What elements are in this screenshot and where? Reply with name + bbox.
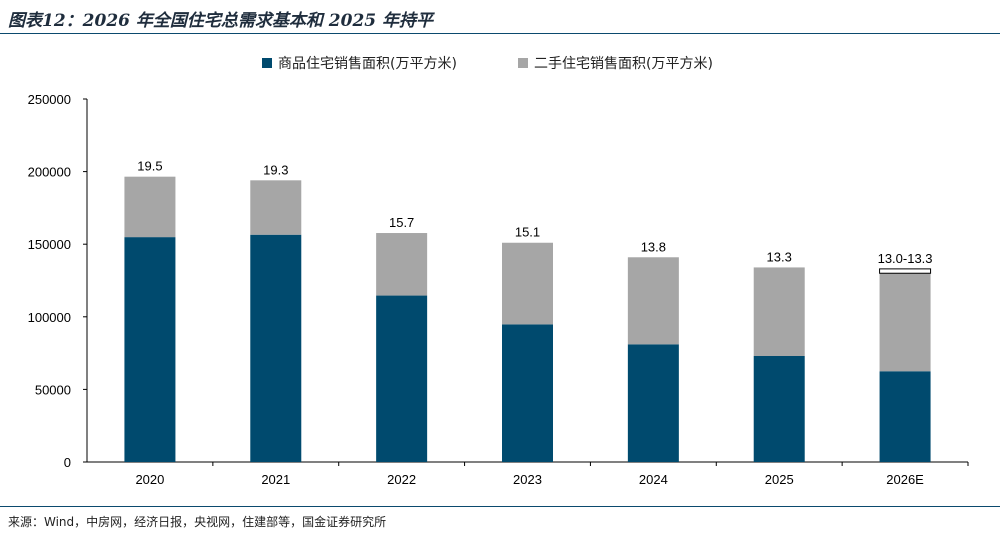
legend-item-used: 二手住宅销售面积(万平方米) bbox=[518, 53, 713, 73]
bar-new-2026E bbox=[879, 371, 931, 462]
legend: 商品住宅销售面积(万平方米) 二手住宅销售面积(万平方米) bbox=[0, 53, 1000, 73]
total-label-2024: 13.8 bbox=[641, 239, 666, 254]
x-tick-label-2026E: 2026E bbox=[886, 472, 924, 487]
bar-new-2021 bbox=[250, 234, 302, 462]
x-tick-label-2020: 2020 bbox=[135, 472, 164, 487]
bar-used-2025 bbox=[753, 267, 805, 357]
total-label-2023: 15.1 bbox=[515, 225, 540, 240]
source-note: 来源：Wind，中房网，经济日报，央视网，住建部等，国金证券研究所 bbox=[8, 515, 387, 529]
bar-used-2026E bbox=[879, 273, 931, 372]
y-tick-label-0: 0 bbox=[64, 455, 71, 470]
x-tick-label-2021: 2021 bbox=[261, 472, 290, 487]
legend-swatch-new bbox=[262, 58, 272, 68]
total-label-2021: 19.3 bbox=[263, 162, 288, 177]
legend-swatch-used bbox=[518, 58, 528, 68]
y-tick-label-4: 200000 bbox=[28, 165, 71, 180]
total-label-2026E: 13.0-13.3 bbox=[878, 251, 933, 266]
bar-used-2022 bbox=[376, 233, 428, 296]
total-label-2025: 13.3 bbox=[767, 249, 792, 264]
y-tick-label-5: 250000 bbox=[28, 92, 71, 107]
x-tick-label-2023: 2023 bbox=[513, 472, 542, 487]
bar-new-2023 bbox=[502, 324, 553, 462]
chart-title: 图表12：2026 年全国住宅总需求基本和 2025 年持平 bbox=[8, 11, 434, 31]
bar-new-2022 bbox=[376, 295, 428, 462]
y-tick-label-2: 100000 bbox=[28, 310, 71, 325]
bar-used-2021 bbox=[250, 180, 302, 235]
bar-new-2020 bbox=[124, 237, 176, 462]
y-tick-label-3: 150000 bbox=[28, 237, 71, 252]
bar-used-2023 bbox=[502, 242, 553, 325]
legend-label-new: 商品住宅销售面积(万平方米) bbox=[278, 56, 457, 72]
bar-new-2024 bbox=[627, 344, 679, 462]
title-divider bbox=[0, 33, 1000, 34]
y-tick-label-1: 50000 bbox=[35, 382, 71, 397]
bar-new-2025 bbox=[753, 356, 805, 462]
x-tick-label-2024: 2024 bbox=[639, 472, 668, 487]
source-divider bbox=[0, 506, 1000, 507]
legend-item-new: 商品住宅销售面积(万平方米) bbox=[262, 53, 457, 73]
legend-label-used: 二手住宅销售面积(万平方米) bbox=[534, 56, 713, 72]
x-tick-label-2022: 2022 bbox=[387, 472, 416, 487]
bar-used-2020 bbox=[124, 176, 176, 238]
x-tick-label-2025: 2025 bbox=[765, 472, 794, 487]
bar-range-2026E bbox=[879, 268, 932, 274]
total-label-2022: 15.7 bbox=[389, 215, 414, 230]
total-label-2020: 19.5 bbox=[137, 159, 162, 174]
bar-used-2024 bbox=[627, 257, 679, 345]
